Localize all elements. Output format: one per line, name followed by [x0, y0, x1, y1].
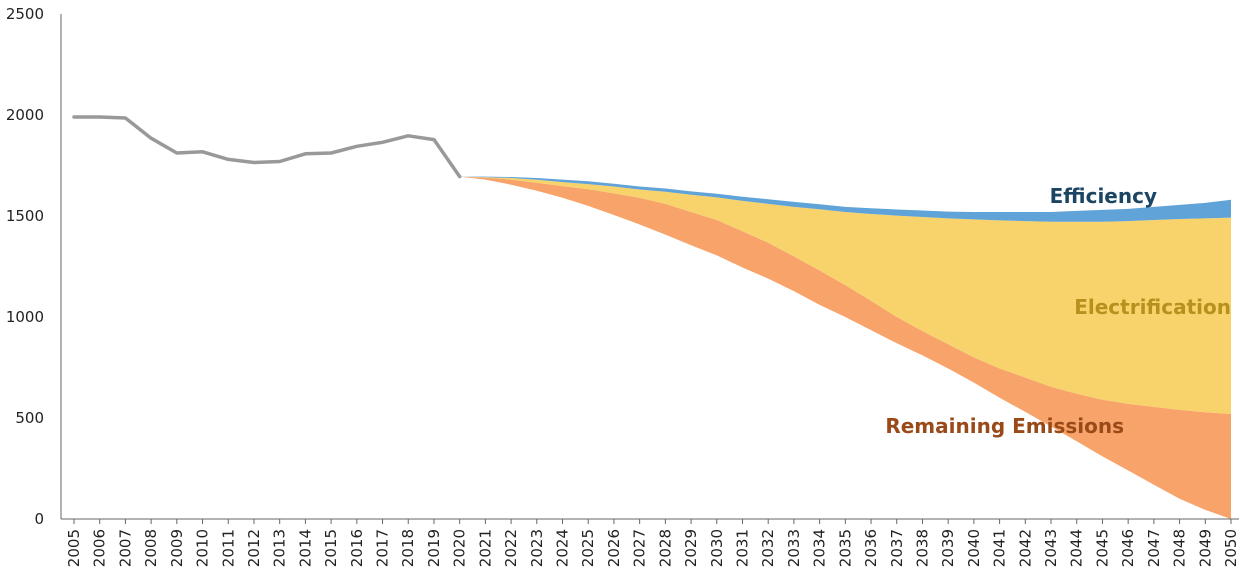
- x-tick-label: 2035: [836, 529, 854, 567]
- x-tick-label: 2017: [374, 529, 392, 567]
- label-remaining-emissions: Remaining Emissions: [885, 414, 1124, 438]
- axes: 0 500 1000 1500 2000 2500 2005 2006 2007 2008 2009…: [6, 5, 1240, 567]
- x-tick-label: 2036: [862, 529, 880, 567]
- x-tick-label: 2011: [219, 529, 237, 567]
- y-tick-label: 500: [15, 409, 44, 427]
- x-tick-label: 2034: [811, 529, 829, 567]
- x-tick-label: 2030: [708, 529, 726, 567]
- x-tick-label: 2047: [1145, 529, 1163, 567]
- x-tick-label: 2024: [554, 529, 572, 567]
- x-tick-label: 2032: [759, 529, 777, 567]
- x-tick-label: 2005: [65, 529, 83, 567]
- x-tick-label: 2009: [168, 529, 186, 567]
- x-tick-label: 2033: [785, 529, 803, 567]
- x-tick-label: 2026: [605, 529, 623, 567]
- x-tick-label: 2041: [991, 529, 1009, 567]
- x-tick-label: 2040: [965, 529, 983, 567]
- x-tick-label: 2029: [682, 529, 700, 567]
- label-efficiency: Efficiency: [1050, 184, 1157, 208]
- x-tick-label: 2028: [656, 529, 674, 567]
- x-tick-label: 2044: [1068, 529, 1086, 567]
- stacked-areas: [459, 176, 1231, 519]
- x-tick-label: 2015: [322, 529, 340, 567]
- y-tick-label: 0: [34, 510, 44, 528]
- x-tick-label: 2023: [528, 529, 546, 567]
- x-tick-label: 2050: [1222, 529, 1240, 567]
- x-tick-label: 2042: [1016, 529, 1034, 567]
- x-tick-label: 2025: [579, 529, 597, 567]
- x-tick-label: 2043: [1042, 529, 1060, 567]
- y-tick-label: 1000: [6, 308, 44, 326]
- historical-line-layer: [72, 115, 462, 179]
- area-efficiency: [459, 176, 1231, 222]
- x-tick-label: 2039: [939, 529, 957, 567]
- x-tick-label: 2038: [914, 529, 932, 567]
- area-electrification: [459, 176, 1231, 414]
- x-tick-label: 2022: [502, 529, 520, 567]
- x-tick-label: 2010: [194, 529, 212, 567]
- area-labels: Efficiency Electrification Remaining Emiss…: [885, 184, 1231, 438]
- y-tick-label: 2000: [6, 106, 44, 124]
- x-tick-label: 2027: [631, 529, 649, 567]
- x-tick-label: 2021: [476, 529, 494, 567]
- x-tick-label: 2020: [451, 529, 469, 567]
- x-tick-label: 2037: [888, 529, 906, 567]
- x-tick-label: 2016: [348, 529, 366, 567]
- x-tick-label: 2046: [1119, 529, 1137, 567]
- x-tick-label: 2008: [142, 529, 160, 567]
- x-tick-label: 2031: [734, 529, 752, 567]
- x-tick-label: 2019: [425, 529, 443, 567]
- x-tick-label: 2045: [1093, 529, 1111, 567]
- historical-line: [72, 115, 462, 179]
- x-tick-label: 2049: [1196, 529, 1214, 567]
- y-tick-label: 2500: [6, 5, 44, 23]
- x-tick-label: 2048: [1171, 529, 1189, 567]
- x-tick-label: 2012: [245, 529, 263, 567]
- x-tick-label: 2014: [296, 529, 314, 567]
- y-tick-label: 1500: [6, 207, 44, 225]
- x-tick-label: 2006: [91, 529, 109, 567]
- x-tick-label: 2018: [399, 529, 417, 567]
- x-tick-label: 2007: [116, 529, 134, 567]
- label-electrification: Electrification: [1074, 295, 1231, 319]
- x-tick-label: 2013: [271, 529, 289, 567]
